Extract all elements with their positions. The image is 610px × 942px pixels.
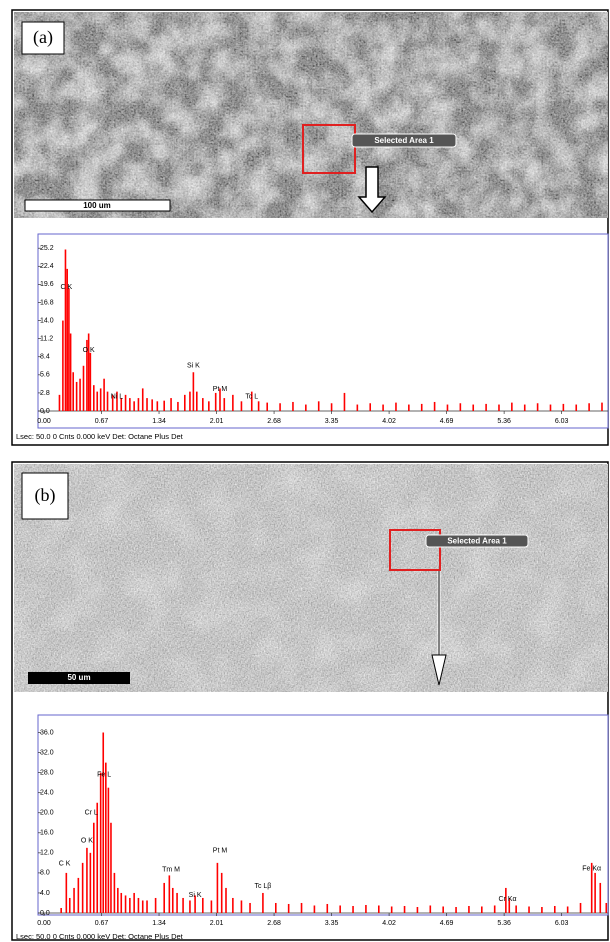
x-tick-label: 6.03 <box>555 920 569 927</box>
y-tick-label: 24.0 <box>40 790 54 797</box>
peak-label: Si K <box>187 363 200 370</box>
y-tick-label: 4.0 <box>40 890 50 897</box>
peak-label: C K <box>59 861 71 868</box>
peak-label: C K <box>60 284 72 291</box>
y-tick-label: 16.8 <box>40 299 54 306</box>
y-tick-label: 28.0 <box>40 769 54 776</box>
x-tick-label: 5.36 <box>497 418 511 425</box>
x-tick-label: 2.01 <box>210 418 224 425</box>
x-tick-label: 1.34 <box>152 920 166 927</box>
x-tick-label: 5.36 <box>497 920 511 927</box>
peak-label: O K <box>83 347 95 354</box>
selection-tag <box>351 133 457 148</box>
x-tick-label: 2.68 <box>267 920 281 927</box>
y-tick-label: 19.6 <box>40 281 54 288</box>
x-tick-label: 3.35 <box>325 418 339 425</box>
scale-label: 100 um <box>83 201 111 210</box>
peak-label: Cr Kα <box>499 896 517 903</box>
x-tick-label: 2.68 <box>267 418 281 425</box>
label-box <box>21 21 65 55</box>
y-tick-label: 32.0 <box>40 749 54 756</box>
panel-label: (b) <box>35 485 56 506</box>
selection-label: Selected Area 1 <box>447 537 507 546</box>
scale-bar <box>28 672 130 684</box>
peak-label: Si K <box>189 892 202 899</box>
y-tick-label: 8.4 <box>40 354 50 361</box>
peak-label: O K <box>81 838 93 845</box>
x-tick-label: 0.00 <box>37 920 51 927</box>
y-tick-label: 14.0 <box>40 317 54 324</box>
arrow-head <box>431 654 447 686</box>
y-tick-label: 16.0 <box>40 830 54 837</box>
x-tick-label: 0.00 <box>37 418 51 425</box>
y-tick-label: 20.0 <box>40 810 54 817</box>
peak-label: Tc Lβ <box>254 883 271 890</box>
spectrum-frame <box>37 233 609 429</box>
arrow <box>357 166 387 214</box>
x-tick-label: 6.03 <box>555 418 569 425</box>
y-tick-label: 11.2 <box>40 335 53 342</box>
x-tick-label: 4.02 <box>382 418 396 425</box>
y-tick-label: 36.0 <box>40 729 54 736</box>
x-tick-label: 4.69 <box>440 418 454 425</box>
selection-label: Selected Area 1 <box>374 136 434 145</box>
spectrum-frame <box>37 714 609 916</box>
peak-label: Cr L <box>85 810 98 817</box>
y-tick-label: 8.0 <box>40 870 50 877</box>
x-tick-label: 0.67 <box>95 920 109 927</box>
peak-label: Fe L <box>97 771 111 778</box>
panel-frame <box>11 9 609 446</box>
peak-label: Tm M <box>162 867 180 874</box>
sem-image <box>14 464 608 692</box>
label-box <box>21 472 69 520</box>
y-tick-label: 12.0 <box>40 850 54 857</box>
peak-label: Ni L <box>111 394 124 401</box>
peak-label: Tc L <box>245 394 258 401</box>
panel-frame <box>11 461 609 941</box>
selection-box <box>302 124 356 174</box>
x-tick-label: 0.67 <box>95 418 109 425</box>
scale-label: 50 um <box>67 673 90 682</box>
peak-label: Pt M <box>213 848 228 855</box>
y-tick-label: 2.8 <box>40 390 50 397</box>
footer: Lsec: 50.0 0 Cnts 0.000 keV Det: Octane … <box>16 932 184 941</box>
x-tick-label: 2.01 <box>210 920 224 927</box>
x-tick-label: 1.34 <box>152 418 166 425</box>
selection-tag <box>425 534 529 548</box>
footer: Lsec: 50.0 0 Cnts 0.000 keV Det: Octane … <box>16 432 184 441</box>
y-tick-label: 22.4 <box>40 263 54 270</box>
x-tick-label: 4.02 <box>382 920 396 927</box>
selection-box <box>389 529 441 571</box>
x-tick-label: 4.69 <box>440 920 454 927</box>
x-tick-label: 3.35 <box>325 920 339 927</box>
peak-label: Pt M <box>213 386 228 393</box>
y-tick-label: 5.6 <box>40 372 50 379</box>
peak-label: Fe Kα <box>582 866 601 873</box>
scale-bar <box>24 199 171 212</box>
y-tick-label: 25.2 <box>40 245 54 252</box>
panel-label: (a) <box>33 27 53 48</box>
sem-image <box>14 12 608 218</box>
